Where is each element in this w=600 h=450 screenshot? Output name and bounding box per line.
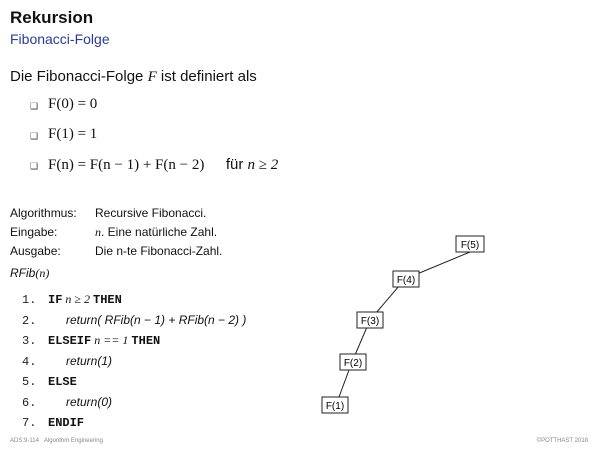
code-line: 2. return( RFib(n − 1) + RFib(n − 2) )	[22, 313, 247, 328]
tree-node-f2: F(2)	[339, 353, 367, 371]
tree-node-f5: F(5)	[455, 235, 485, 253]
footer-course-title: Algorithm Engineering	[43, 438, 103, 444]
definition-formula-1: F(1) = 1	[48, 126, 97, 143]
bullet-icon: ❑	[30, 101, 39, 111]
tree-node-f3: F(3)	[356, 311, 384, 329]
intro-text-before: Die Fibonacci-Folge	[10, 68, 148, 85]
definition-formula-2: F(n) = F(n − 1) + F(n − 2) für n ≥ 2	[48, 156, 278, 174]
definition-text: F(0) = 0	[48, 96, 98, 112]
function-signature: RFib(n)	[10, 266, 49, 281]
footer-slide-code: ADS:9-114	[10, 438, 39, 444]
intro-symbol: F	[147, 69, 157, 85]
footer-left: ADS:9-114 Algorithm Engineering	[10, 438, 103, 444]
slide-title: Rekursion	[10, 8, 94, 27]
function-name: RFib	[10, 266, 36, 280]
svg-text:F(4): F(4)	[397, 275, 415, 286]
definition-text: F(n) = F(n − 1) + F(n − 2)	[48, 157, 205, 173]
intro-text-after: ist definiert als	[156, 68, 257, 85]
slide-subtitle: Fibonacci-Folge	[10, 31, 110, 47]
algo-label: Eingabe:	[10, 225, 58, 239]
algo-value-math: n	[95, 225, 101, 239]
code-line: 3. ELSEIF n == 1 THEN	[22, 333, 161, 348]
svg-text:F(1): F(1)	[326, 401, 344, 412]
function-arg: (n)	[35, 266, 50, 280]
algo-label: Algorithmus:	[10, 206, 77, 220]
svg-text:F(2): F(2)	[344, 358, 362, 369]
definition-text: F(1) = 1	[48, 126, 98, 142]
intro-sentence: Die Fibonacci-Folge F ist definiert als	[10, 68, 257, 86]
code-line: 4. return(1)	[22, 354, 113, 369]
definition-condition-math: n ≥ 2	[247, 157, 279, 173]
algo-value: Die n-te Fibonacci-Zahl.	[95, 244, 223, 258]
tree-node-f1: F(1)	[321, 396, 349, 414]
bullet-icon: ❑	[30, 131, 39, 141]
algo-value-text: . Eine natürliche Zahl.	[101, 225, 218, 239]
footer-copyright: ©POTTHAST 2018	[536, 438, 588, 444]
definition-formula-0: F(0) = 0	[48, 96, 97, 113]
code-line: 5. ELSE	[22, 375, 77, 389]
algo-label: Ausgabe:	[10, 244, 61, 258]
algo-value: n. Eine natürliche Zahl.	[95, 225, 217, 240]
code-line: 7. ENDIF	[22, 416, 85, 430]
code-line: 1. IF n ≥ 2 THEN	[22, 292, 122, 307]
algo-value: Recursive Fibonacci.	[95, 206, 207, 220]
code-line: 6. return(0)	[22, 395, 113, 410]
svg-text:F(3): F(3)	[361, 316, 379, 327]
svg-text:F(5): F(5)	[461, 240, 479, 251]
bullet-icon: ❑	[30, 161, 39, 171]
tree-node-f4: F(4)	[392, 270, 420, 288]
definition-condition-text: für	[225, 156, 248, 173]
